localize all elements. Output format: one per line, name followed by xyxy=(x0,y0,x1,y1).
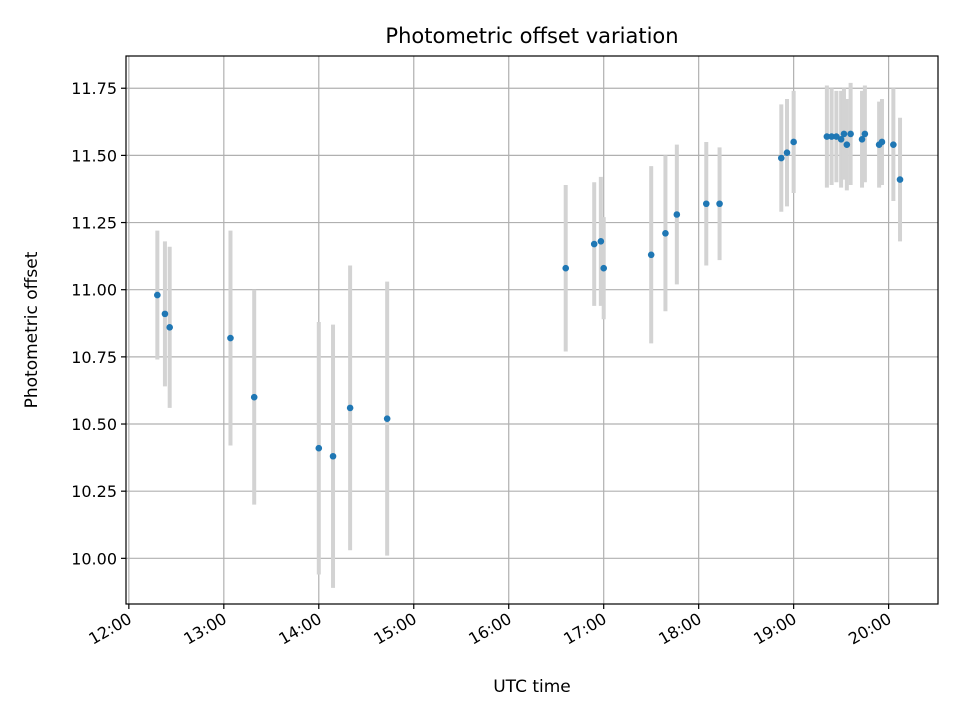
data-point xyxy=(227,334,234,342)
data-points xyxy=(154,130,904,460)
chart-title: Photometric offset variation xyxy=(385,24,678,48)
data-point xyxy=(878,138,886,146)
y-tick-label: 11.50 xyxy=(71,146,117,165)
data-point xyxy=(647,251,655,259)
data-point xyxy=(861,130,869,138)
data-point xyxy=(790,138,797,146)
y-tick-label: 11.25 xyxy=(71,214,117,233)
data-point xyxy=(166,324,173,331)
data-point xyxy=(597,238,605,245)
y-tick-label: 10.00 xyxy=(71,549,117,568)
data-point xyxy=(590,240,598,248)
y-tick-label: 10.50 xyxy=(71,415,117,434)
data-point xyxy=(673,211,681,218)
data-point xyxy=(702,200,710,208)
data-point xyxy=(828,133,835,140)
data-point xyxy=(837,135,845,143)
data-point xyxy=(329,452,337,460)
data-point xyxy=(315,444,323,452)
data-point xyxy=(161,310,169,318)
y-axis-label: Photometric offset xyxy=(22,251,42,408)
data-point xyxy=(600,264,608,272)
x-axis-label: UTC time xyxy=(493,677,571,697)
y-tick-label: 10.75 xyxy=(71,348,117,367)
data-point xyxy=(858,135,866,143)
data-point xyxy=(843,141,851,148)
data-point xyxy=(562,264,570,272)
data-point xyxy=(847,130,854,138)
data-point xyxy=(896,176,904,183)
data-point xyxy=(383,415,391,422)
data-point xyxy=(716,200,723,208)
y-tick-label: 10.25 xyxy=(71,482,117,501)
data-point xyxy=(777,154,785,162)
y-tick-label: 11.75 xyxy=(71,79,117,98)
data-point xyxy=(250,393,258,401)
data-point xyxy=(154,291,161,299)
y-tick-label: 11.00 xyxy=(71,281,117,300)
grid-lines xyxy=(126,56,938,604)
y-axis-ticks: 10.00 10.25 10.50 10.75 11.00 11.25 11.50 11.75 xyxy=(71,79,126,568)
plot-frame xyxy=(125,55,939,605)
data-point xyxy=(890,141,897,148)
data-point xyxy=(840,130,848,138)
data-point xyxy=(346,404,354,412)
data-point xyxy=(662,229,669,237)
data-point xyxy=(783,149,791,157)
data-point xyxy=(823,133,831,140)
